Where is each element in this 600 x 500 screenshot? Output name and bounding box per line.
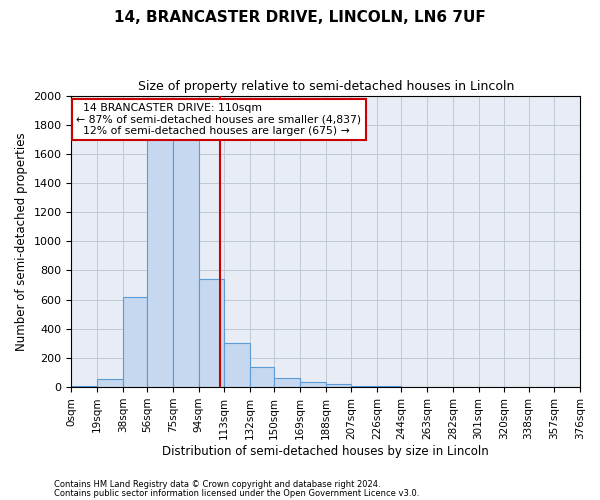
Bar — [352, 386, 377, 387]
Bar — [123, 296, 147, 387]
Bar — [274, 378, 300, 387]
Bar — [224, 344, 250, 387]
Bar — [199, 279, 224, 387]
Bar — [250, 366, 274, 387]
Bar — [300, 382, 326, 387]
Text: 14 BRANCASTER DRIVE: 110sqm
← 87% of semi-detached houses are smaller (4,837)
  : 14 BRANCASTER DRIVE: 110sqm ← 87% of sem… — [76, 103, 362, 136]
Y-axis label: Number of semi-detached properties: Number of semi-detached properties — [15, 132, 28, 350]
Bar — [147, 120, 173, 387]
Text: 14, BRANCASTER DRIVE, LINCOLN, LN6 7UF: 14, BRANCASTER DRIVE, LINCOLN, LN6 7UF — [114, 10, 486, 25]
Bar — [71, 386, 97, 387]
X-axis label: Distribution of semi-detached houses by size in Lincoln: Distribution of semi-detached houses by … — [163, 444, 489, 458]
Bar — [97, 379, 123, 387]
Bar — [377, 386, 401, 387]
Bar — [326, 384, 352, 387]
Bar — [173, 136, 199, 387]
Text: Contains public sector information licensed under the Open Government Licence v3: Contains public sector information licen… — [54, 488, 419, 498]
Title: Size of property relative to semi-detached houses in Lincoln: Size of property relative to semi-detach… — [137, 80, 514, 93]
Text: Contains HM Land Registry data © Crown copyright and database right 2024.: Contains HM Land Registry data © Crown c… — [54, 480, 380, 489]
